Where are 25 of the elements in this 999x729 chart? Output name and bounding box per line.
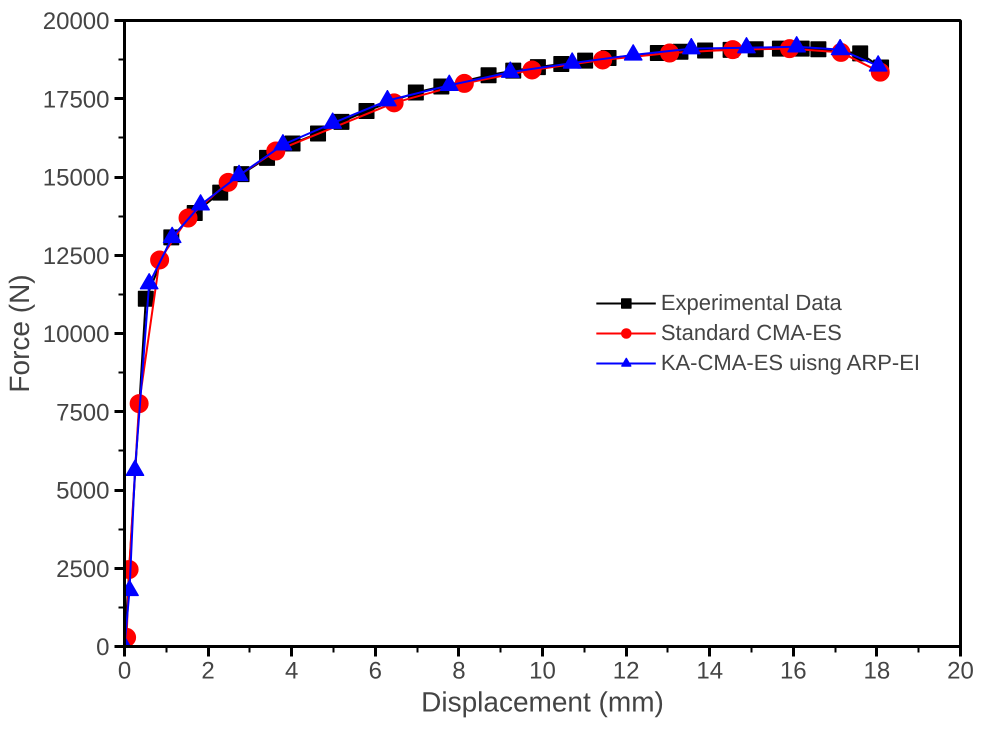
x-tick-label: 10 (529, 658, 556, 684)
y-tick-label: 0 (96, 634, 110, 661)
x-tick-label: 6 (368, 658, 382, 684)
x-tick-label: 4 (285, 658, 298, 684)
y-tick-label: 12500 (42, 242, 110, 270)
y-tick-label: 15000 (42, 164, 110, 192)
y-tick-label: 2500 (56, 556, 110, 583)
y-tick-label: 10000 (42, 321, 110, 348)
x-tick-label: 2 (201, 658, 215, 684)
y-tick-label: 17500 (42, 86, 110, 114)
legend-label: Experimental Data (660, 290, 842, 316)
x-tick-label: 18 (864, 658, 890, 684)
y-tick-label: 20000 (42, 8, 110, 35)
x-tick-label: 12 (612, 658, 640, 684)
y-axis-title: Force (N) (4, 274, 35, 393)
x-tick-label: 14 (696, 658, 724, 684)
legend-label: KA-CMA-ES uisng ARP-EI (660, 350, 920, 376)
x-tick-label: 16 (780, 658, 807, 684)
x-tick-label: 8 (452, 658, 466, 684)
y-tick-label: 5000 (56, 478, 110, 504)
legend-label: Standard CMA-ES (660, 320, 842, 346)
y-tick-label: 7500 (56, 399, 110, 426)
x-tick-label: 0 (118, 658, 132, 684)
x-axis-title: Displacement (mm) (421, 686, 664, 718)
x-tick-label: 20 (947, 658, 974, 684)
